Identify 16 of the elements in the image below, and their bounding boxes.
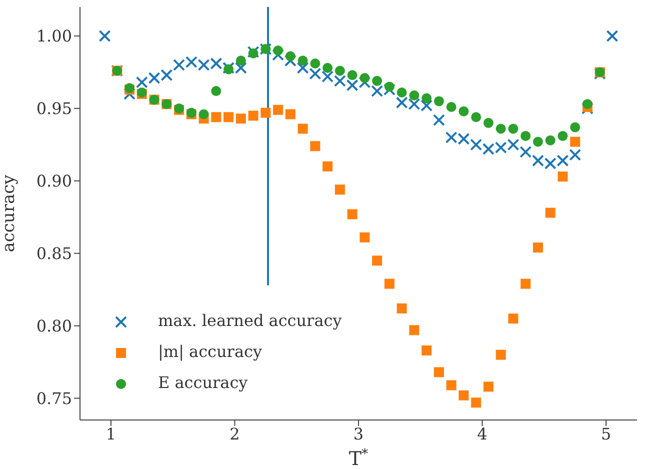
- x-axis-title: T$^{*}$: [348, 446, 369, 469]
- x-tick-label: 2: [230, 424, 240, 444]
- x-tick-label: 1: [106, 424, 116, 444]
- x-tick-label: 3: [353, 424, 364, 444]
- y-tick-label: 1.00: [36, 26, 72, 46]
- y-tick-label: 0.75: [36, 388, 72, 408]
- x-tick-label: 4: [477, 424, 488, 444]
- y-tick-label: 0.95: [36, 99, 72, 118]
- x-tick-label: 5: [600, 424, 612, 444]
- legend-label: E accuracy: [158, 373, 248, 392]
- y-axis-title: accuracy: [0, 174, 20, 252]
- y-tick-label: 0.85: [36, 244, 72, 264]
- legend-label: |m| accuracy: [158, 342, 262, 361]
- y-tick-label: 0.90: [36, 172, 72, 191]
- y-tick-label: 0.80: [36, 316, 72, 336]
- legend-label: max. learned accuracy: [158, 311, 342, 330]
